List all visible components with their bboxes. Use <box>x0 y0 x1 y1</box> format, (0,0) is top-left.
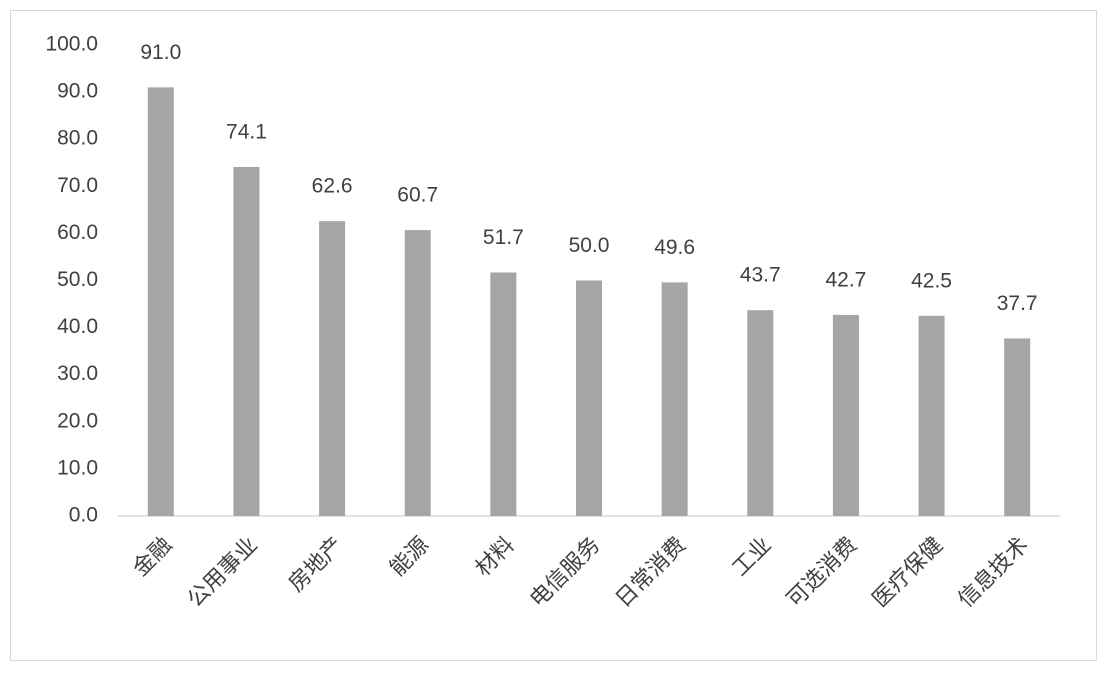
y-tick-label: 10.0 <box>57 456 98 479</box>
bar <box>832 314 859 516</box>
y-tick-label: 80.0 <box>57 127 98 150</box>
bar <box>747 310 774 516</box>
value-label: 49.6 <box>654 236 695 259</box>
value-label: 91.0 <box>140 41 181 64</box>
bar <box>576 280 602 516</box>
value-label: 43.7 <box>740 264 781 287</box>
chart-frame <box>10 10 1097 661</box>
value-label: 42.7 <box>825 268 866 291</box>
bar <box>1004 338 1031 516</box>
value-label: 74.1 <box>226 121 267 144</box>
value-label: 42.5 <box>911 269 952 292</box>
value-label: 51.7 <box>483 226 524 249</box>
y-tick-label: 0.0 <box>69 504 98 527</box>
bar <box>319 221 346 517</box>
value-label: 60.7 <box>397 184 438 207</box>
bar <box>233 166 260 516</box>
y-tick-label: 70.0 <box>57 174 98 197</box>
bar <box>404 230 431 516</box>
value-label: 37.7 <box>997 292 1038 315</box>
y-tick-label: 40.0 <box>57 315 98 338</box>
y-tick-label: 100.0 <box>45 33 98 56</box>
y-tick-label: 90.0 <box>57 80 98 103</box>
bar <box>147 87 174 516</box>
bar <box>918 315 945 516</box>
y-tick-label: 20.0 <box>57 409 98 432</box>
y-tick-label: 30.0 <box>57 362 98 385</box>
bar <box>661 282 688 516</box>
bar <box>490 272 517 516</box>
y-tick-label: 50.0 <box>57 268 98 291</box>
value-label: 62.6 <box>312 175 353 198</box>
value-label: 50.0 <box>569 234 610 257</box>
y-tick-label: 60.0 <box>57 221 98 244</box>
